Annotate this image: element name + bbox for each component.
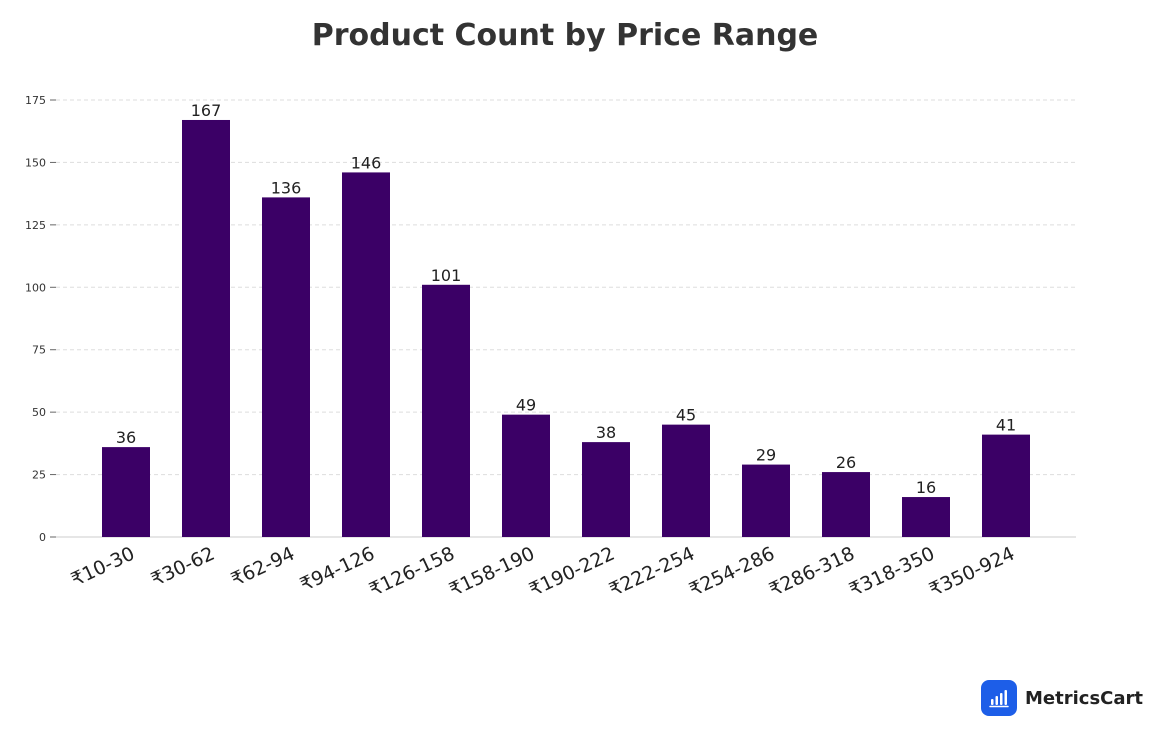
bar xyxy=(502,414,550,537)
bar xyxy=(182,119,230,537)
x-tick-label: ₹350-924 xyxy=(926,543,1018,602)
bar-value-label: 41 xyxy=(996,416,1016,435)
y-tick-label: 75 xyxy=(32,344,46,357)
bar-chart-icon xyxy=(981,680,1017,716)
bar-value-label: 36 xyxy=(116,428,136,447)
x-tick-label: ₹10-30 xyxy=(68,543,138,591)
bar xyxy=(982,434,1030,537)
y-tick-label: 100 xyxy=(25,281,46,294)
x-tick-label: ₹254-286 xyxy=(686,543,778,602)
bar xyxy=(902,497,950,537)
x-tick-label: ₹318-350 xyxy=(846,543,938,602)
y-tick-label: 50 xyxy=(32,406,46,419)
bars xyxy=(102,119,1030,538)
bar-value-label: 146 xyxy=(351,153,382,172)
bar-value-label: 49 xyxy=(516,396,536,415)
bar-value-label: 167 xyxy=(191,101,222,120)
y-tick-label: 125 xyxy=(25,219,46,232)
x-tick-label: ₹158-190 xyxy=(446,543,538,602)
x-tick-label: ₹222-254 xyxy=(606,543,698,602)
brand-name: MetricsCart xyxy=(1025,687,1143,709)
x-tick-label: ₹62-94 xyxy=(228,543,298,591)
brand-logo-block: MetricsCart xyxy=(981,680,1143,716)
bar xyxy=(262,197,310,538)
bar-value-label: 101 xyxy=(431,266,462,285)
x-tick-label: ₹126-158 xyxy=(366,543,458,602)
bar xyxy=(422,284,470,537)
bar-value-label: 29 xyxy=(756,446,776,465)
x-tick-label: ₹30-62 xyxy=(148,543,218,591)
bar-value-label: 136 xyxy=(271,178,302,197)
data-labels: 36 167 136 146 101 49 38 45 29 26 16 41 xyxy=(116,101,1016,497)
bar xyxy=(742,464,790,537)
y-axis: 0 25 50 75 100 125 150 175 xyxy=(25,94,56,544)
bar xyxy=(662,424,710,537)
y-tick-label: 150 xyxy=(25,156,46,169)
bar-value-label: 16 xyxy=(916,478,936,497)
chart-title: Product Count by Price Range xyxy=(311,18,819,53)
x-tick-label: ₹286-318 xyxy=(766,543,858,602)
y-tick-label: 0 xyxy=(39,531,46,544)
y-tick-label: 25 xyxy=(32,469,46,482)
bar xyxy=(822,472,870,537)
bar xyxy=(342,172,390,537)
bar-value-label: 38 xyxy=(596,423,616,442)
bar xyxy=(102,447,150,537)
bar-value-label: 26 xyxy=(836,453,856,472)
bar xyxy=(582,442,630,537)
x-tick-label: ₹94-126 xyxy=(297,543,378,596)
y-tick-label: 175 xyxy=(25,94,46,107)
x-axis: ₹10-30 ₹30-62 ₹62-94₹94-126₹126-158₹158-19… xyxy=(68,543,1018,602)
x-tick-label: ₹190-222 xyxy=(526,543,618,602)
bar-value-label: 45 xyxy=(676,406,696,425)
